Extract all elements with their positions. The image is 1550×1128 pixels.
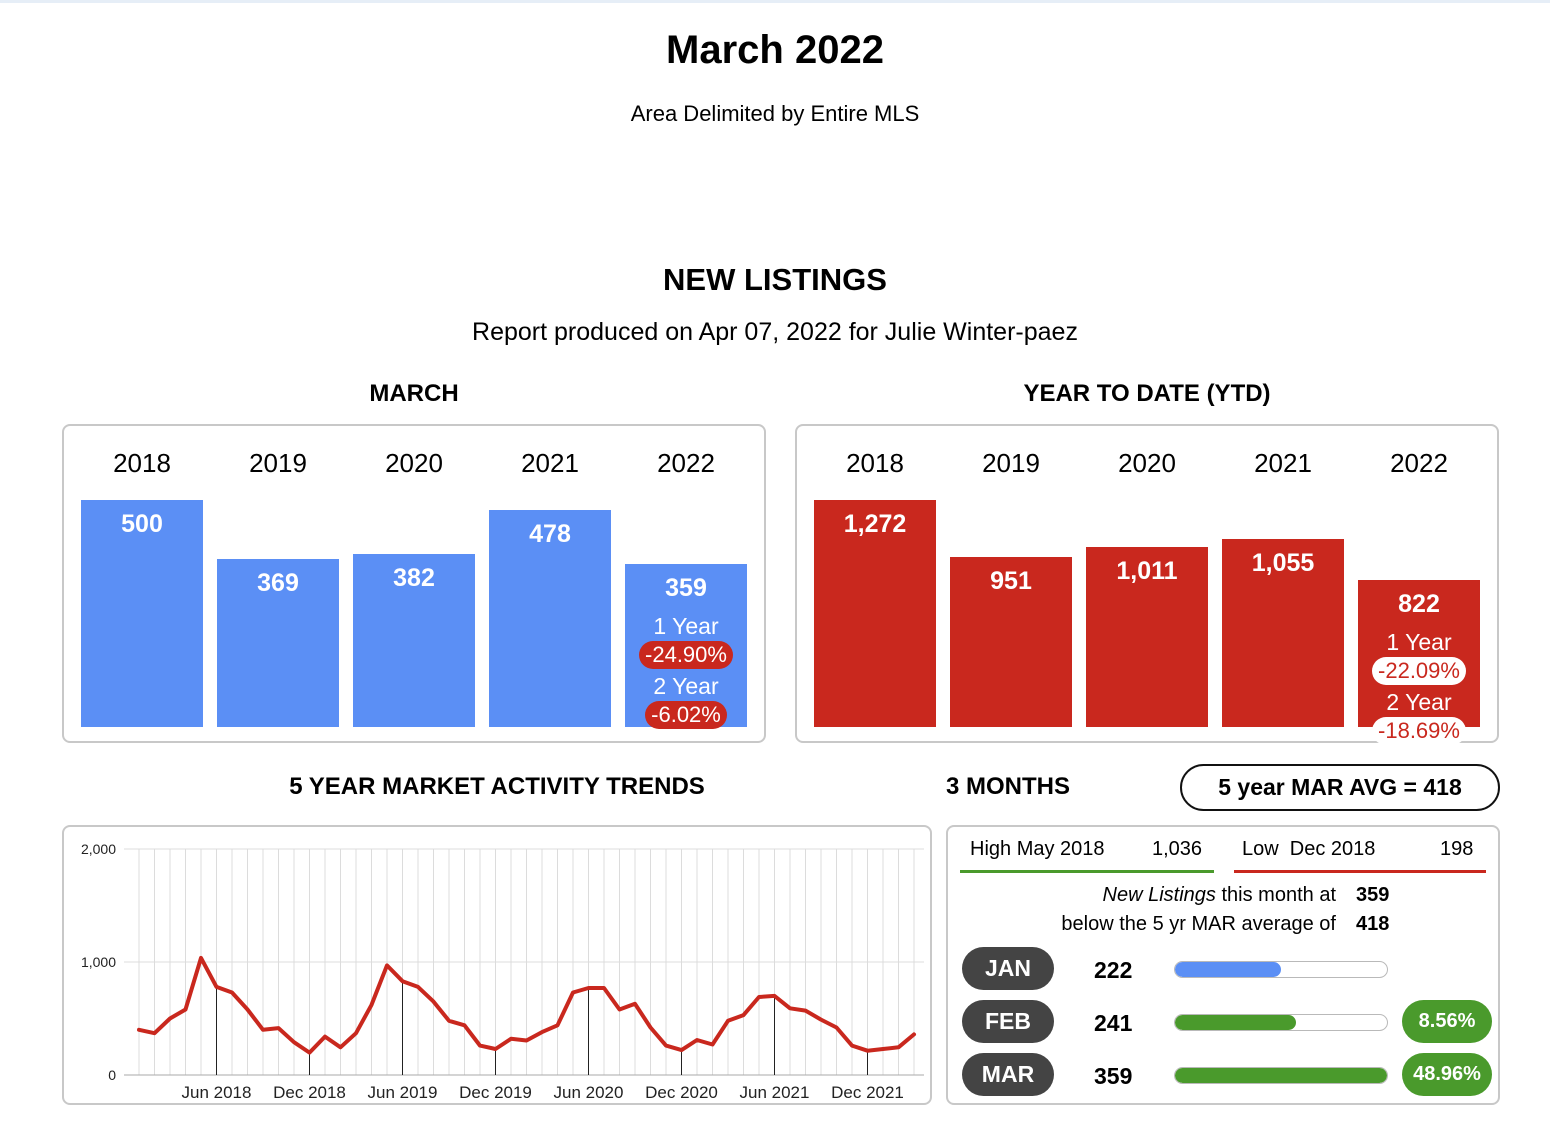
march-year-2020: 2020 — [385, 448, 443, 478]
march-year-2018: 2018 — [113, 448, 171, 478]
x-tick-label: Dec 2021 — [831, 1083, 904, 1102]
ytd-bar-2021: 1,055 — [1222, 539, 1344, 727]
report-produced-line: Report produced on Apr 07, 2022 for Juli… — [472, 318, 1078, 346]
ytd-year-2020: 2020 — [1118, 448, 1176, 478]
march-bar-2018: 500 — [81, 500, 203, 727]
average-value: 418 — [1356, 913, 1390, 935]
x-tick-label: Dec 2018 — [273, 1083, 346, 1102]
area-subtitle: Area Delimited by Entire MLS — [630, 101, 920, 126]
bar-value-label: 478 — [529, 520, 571, 548]
bar-value-label: 369 — [257, 569, 299, 597]
two-year-label: 2 Year — [653, 673, 719, 699]
month-value-mar: 359 — [1094, 1063, 1133, 1089]
high-label: High May 2018 — [970, 838, 1105, 860]
stat-line-1-text: this month at — [1215, 884, 1336, 906]
march-year-2019: 2019 — [249, 448, 307, 478]
bar-value-label: 500 — [121, 510, 163, 538]
current-month-value: 359 — [1356, 884, 1390, 906]
ytd-bar-2018: 1,272 — [814, 500, 936, 727]
two-year-change-badge: -6.02% — [645, 701, 727, 729]
one-year-label: 1 Year — [1386, 629, 1452, 655]
ytd-heading: YEAR TO DATE (YTD) — [1023, 380, 1271, 407]
high-underline — [960, 870, 1214, 873]
low-value: 198 — [1440, 838, 1474, 860]
trends-heading: 5 YEAR MARKET ACTIVITY TRENDS — [289, 773, 705, 800]
y-tick-label: 0 — [108, 1067, 116, 1083]
bar-value-label: 951 — [990, 567, 1032, 595]
page-title: March 2022 — [666, 28, 884, 72]
march-year-2022: 2022 — [657, 448, 715, 478]
ytd-bar-2022: 822 1 Year -22.09% 2 Year -18.69% — [1358, 580, 1480, 745]
x-tick-label: Dec 2020 — [645, 1083, 718, 1102]
x-tick-label: Dec 2019 — [459, 1083, 532, 1102]
march-bar-2019: 369 — [217, 559, 339, 727]
ytd-bar-2020: 1,011 — [1086, 547, 1208, 727]
month-bar-track-feb — [1174, 1014, 1388, 1031]
y-tick-label: 2,000 — [81, 841, 116, 857]
series-line — [137, 955, 916, 1055]
one-year-label: 1 Year — [653, 613, 719, 639]
low-label: Low Dec 2018 — [1242, 838, 1376, 860]
high-value: 1,036 — [1152, 838, 1203, 860]
ytd-year-2022: 2022 — [1390, 448, 1448, 478]
ytd-panel: 2018 2019 2020 2021 2022 1,272 951 1,011… — [795, 424, 1499, 745]
two-year-change-badge: -18.69% — [1372, 717, 1466, 745]
section-title: NEW LISTINGS — [663, 262, 887, 297]
month-pill-mar: MAR — [962, 1053, 1054, 1096]
month-bar-fill-jan — [1175, 962, 1281, 977]
bar-value-label: 822 — [1398, 590, 1440, 618]
month-pill-feb: FEB — [962, 1000, 1054, 1043]
bar-value-label: 1,055 — [1251, 549, 1315, 577]
trends-panel: 0 1,000 2,000 Jun 2018 Dec 2018 Jun 2019 Dec 2… — [62, 825, 932, 1105]
low-underline — [1234, 870, 1486, 873]
march-bar-2020: 382 — [353, 554, 475, 727]
bar-value-label: 1,011 — [1116, 557, 1178, 585]
march-bar-2021: 478 — [489, 510, 611, 727]
pct-change-pill-feb: 8.56% — [1402, 1000, 1492, 1043]
one-year-change-badge: -22.09% — [1372, 657, 1466, 685]
bar-value-label: 359 — [665, 574, 707, 602]
pct-change-pill-mar: 48.96% — [1402, 1053, 1492, 1096]
three-months-panel: High May 2018 1,036 Low Dec 2018 198 New… — [946, 825, 1500, 1105]
top-border — [0, 0, 1550, 3]
march-bar-2022: 359 1 Year -24.90% 2 Year -6.02% — [625, 564, 747, 729]
ytd-year-2021: 2021 — [1254, 448, 1312, 478]
new-listings-italic: New Listings — [1102, 884, 1216, 906]
ytd-year-2019: 2019 — [982, 448, 1040, 478]
stat-line-2: below the 5 yr MAR average of — [1061, 913, 1336, 935]
month-bar-track-jan — [1174, 961, 1388, 978]
month-bar-track-mar — [1174, 1067, 1388, 1084]
stat-line-1: New Listings this month at — [1008, 884, 1336, 907]
month-value-feb: 241 — [1094, 1010, 1133, 1036]
month-bar-fill-feb — [1175, 1015, 1296, 1030]
x-tick-label: Jun 2019 — [368, 1083, 438, 1102]
three-months-heading: 3 MONTHS — [946, 773, 1071, 800]
bar-value-label: 382 — [393, 564, 435, 592]
month-pill-jan: JAN — [962, 947, 1054, 990]
trend-line-chart: 0 1,000 2,000 Jun 2018 Dec 2018 Jun 2019 Dec 2… — [81, 841, 924, 1102]
march-year-2021: 2021 — [521, 448, 579, 478]
ytd-bar-2019: 951 — [950, 557, 1072, 727]
month-bar-fill-mar — [1175, 1068, 1387, 1083]
bar-value-label: 1,272 — [843, 510, 907, 538]
x-tick-label: Jun 2020 — [554, 1083, 624, 1102]
march-heading: MARCH — [369, 380, 459, 407]
x-tick-label: Jun 2018 — [182, 1083, 252, 1102]
five-year-avg-pill: 5 year MAR AVG = 418 — [1180, 764, 1500, 811]
x-tick-label: Jun 2021 — [740, 1083, 810, 1102]
month-value-jan: 222 — [1094, 957, 1133, 983]
y-tick-label: 1,000 — [81, 954, 116, 970]
ytd-year-2018: 2018 — [846, 448, 904, 478]
march-panel: 2018 2019 2020 2021 2022 500 369 382 478… — [62, 424, 766, 743]
two-year-label: 2 Year — [1386, 689, 1452, 715]
one-year-change-badge: -24.90% — [639, 641, 733, 669]
